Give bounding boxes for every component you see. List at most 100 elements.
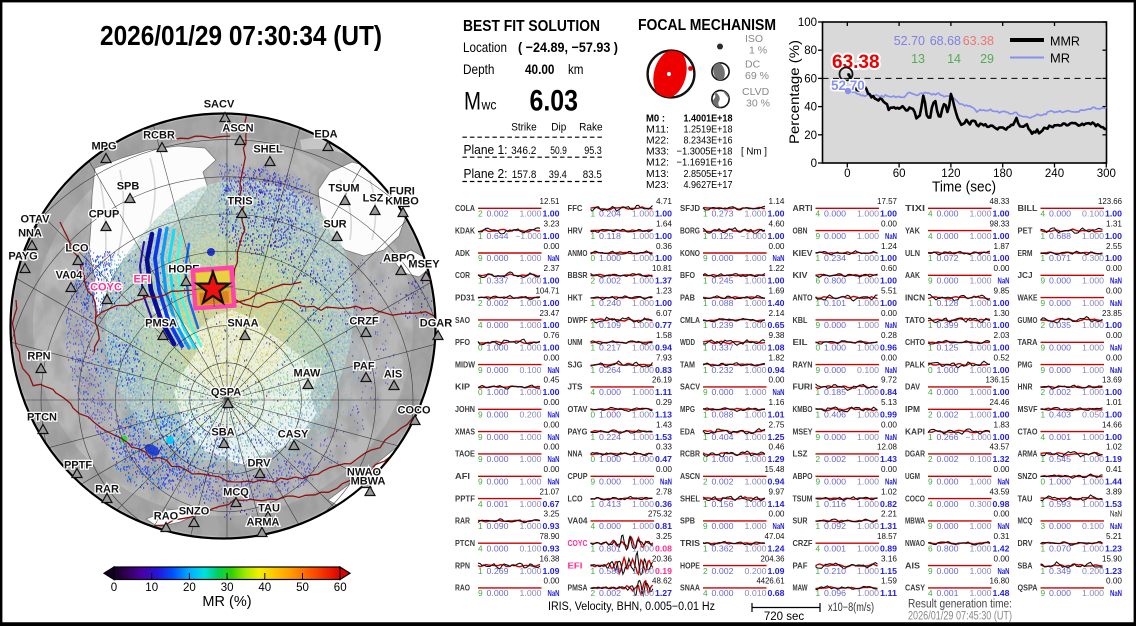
svg-text:1.000: 1.000 <box>520 521 542 531</box>
svg-text:0.688: 0.688 <box>1049 231 1071 241</box>
svg-text:0: 0 <box>111 582 117 594</box>
svg-text:0.644: 0.644 <box>487 231 509 241</box>
svg-text:PAF: PAF <box>353 361 374 373</box>
svg-text:0.000: 0.000 <box>487 544 509 554</box>
svg-text:8.2343E+16: 8.2343E+16 <box>684 136 733 147</box>
svg-text:40.00: 40.00 <box>525 61 555 77</box>
svg-text:4.9627E+17: 4.9627E+17 <box>684 180 733 191</box>
svg-text:0.200: 0.200 <box>745 566 767 576</box>
svg-text:4: 4 <box>928 387 933 397</box>
svg-text:1.000: 1.000 <box>857 410 879 420</box>
svg-text:1.53: 1.53 <box>1105 499 1122 509</box>
svg-text:0.096: 0.096 <box>824 588 846 598</box>
svg-text:VA04: VA04 <box>568 516 588 526</box>
svg-text:2: 2 <box>478 298 483 308</box>
svg-text:ISO: ISO <box>745 33 763 45</box>
svg-text:60: 60 <box>804 73 817 85</box>
svg-text:4: 4 <box>478 499 483 509</box>
svg-text:1.000: 1.000 <box>745 454 767 464</box>
svg-text:0: 0 <box>811 158 817 170</box>
svg-text:1.58: 1.58 <box>656 331 673 340</box>
svg-text:1.000: 1.000 <box>745 477 767 487</box>
svg-text:NaN: NaN <box>885 477 897 487</box>
svg-text:2: 2 <box>1041 320 1046 330</box>
svg-text:ULN: ULN <box>905 248 920 258</box>
svg-text:0.000: 0.000 <box>487 477 509 487</box>
svg-text:0.001: 0.001 <box>487 499 509 509</box>
svg-text:1.000: 1.000 <box>857 521 879 531</box>
svg-text:9: 9 <box>478 432 483 442</box>
svg-text:1.000: 1.000 <box>745 499 767 509</box>
svg-text:0.116: 0.116 <box>824 499 846 509</box>
svg-text:15.90: 15.90 <box>1102 554 1123 563</box>
svg-text:1.00: 1.00 <box>993 365 1010 375</box>
svg-text:1.00: 1.00 <box>655 298 672 308</box>
svg-text:9: 9 <box>928 566 933 576</box>
svg-text:1.000: 1.000 <box>520 298 542 308</box>
svg-text:1: 1 <box>816 566 821 576</box>
svg-text:SUR: SUR <box>793 516 808 526</box>
svg-text:1.000: 1.000 <box>520 566 542 576</box>
svg-text:−1.1691E+16: −1.1691E+16 <box>677 158 733 169</box>
svg-text:4: 4 <box>591 521 596 531</box>
svg-text:KONO: KONO <box>680 248 700 258</box>
svg-text:1.000: 1.000 <box>745 276 767 286</box>
svg-text:4: 4 <box>816 544 821 554</box>
svg-text:NWAO: NWAO <box>905 538 925 548</box>
svg-text:1.000: 1.000 <box>599 253 621 263</box>
svg-text:4: 4 <box>928 231 933 241</box>
svg-text:1: 1 <box>703 231 708 241</box>
svg-text:0.000: 0.000 <box>937 499 959 509</box>
svg-text:1: 1 <box>1041 410 1046 420</box>
svg-text:9: 9 <box>816 231 821 241</box>
svg-text:0.801: 0.801 <box>599 544 621 554</box>
svg-text:HOPE: HOPE <box>680 560 700 570</box>
svg-text:1.02: 1.02 <box>1106 443 1123 452</box>
svg-text:NaN: NaN <box>885 432 897 442</box>
svg-text:OTAV: OTAV <box>21 214 51 226</box>
svg-text:0.000: 0.000 <box>937 566 959 576</box>
svg-text:0.29: 0.29 <box>656 398 673 407</box>
svg-text:0: 0 <box>591 410 596 420</box>
svg-text:SBA: SBA <box>1018 560 1033 570</box>
svg-text:SHEL: SHEL <box>253 144 283 156</box>
svg-text:157.8: 157.8 <box>512 169 537 181</box>
svg-text:39.4: 39.4 <box>549 169 567 181</box>
svg-text:9: 9 <box>1041 298 1046 308</box>
svg-text:6.07: 6.07 <box>656 309 673 318</box>
svg-text:0.00: 0.00 <box>656 465 673 474</box>
svg-text:−1.000: −1.000 <box>966 432 992 442</box>
svg-text:1.000: 1.000 <box>632 521 654 531</box>
svg-text:9: 9 <box>816 365 821 375</box>
svg-text:9: 9 <box>591 477 596 487</box>
svg-text:21.07: 21.07 <box>540 487 561 496</box>
svg-text:1: 1 <box>703 432 708 442</box>
svg-text:1.000: 1.000 <box>520 320 542 330</box>
svg-text:1.000: 1.000 <box>745 544 767 554</box>
svg-text:4: 4 <box>478 320 483 330</box>
svg-text:1.00: 1.00 <box>768 231 785 241</box>
svg-text:68.68: 68.68 <box>930 34 961 48</box>
svg-text:0.52: 0.52 <box>994 353 1011 362</box>
svg-text:0.545: 0.545 <box>1049 454 1071 464</box>
svg-text:1.000: 1.000 <box>632 477 654 487</box>
svg-text:Rake: Rake <box>579 121 603 133</box>
svg-text:MR (%): MR (%) <box>202 594 251 610</box>
svg-text:0.00: 0.00 <box>1106 264 1123 273</box>
svg-text:9.38: 9.38 <box>769 331 786 340</box>
svg-text:RAO: RAO <box>455 583 470 593</box>
svg-text:1.000: 1.000 <box>487 343 509 353</box>
svg-text:1.000: 1.000 <box>1082 432 1104 442</box>
svg-text:2: 2 <box>816 454 821 464</box>
svg-text:LSZ: LSZ <box>793 449 808 459</box>
svg-text:1.000: 1.000 <box>970 276 992 286</box>
svg-text:KMBO: KMBO <box>793 404 813 414</box>
svg-text:NaN: NaN <box>548 365 560 375</box>
svg-text:0.31: 0.31 <box>994 532 1011 541</box>
svg-text:DRV: DRV <box>247 458 271 470</box>
svg-text:1.53: 1.53 <box>655 432 672 442</box>
svg-text:1.000: 1.000 <box>1082 387 1104 397</box>
svg-text:0.002: 0.002 <box>599 588 621 598</box>
svg-text:52.70: 52.70 <box>894 34 925 48</box>
svg-text:1.000: 1.000 <box>857 209 879 219</box>
